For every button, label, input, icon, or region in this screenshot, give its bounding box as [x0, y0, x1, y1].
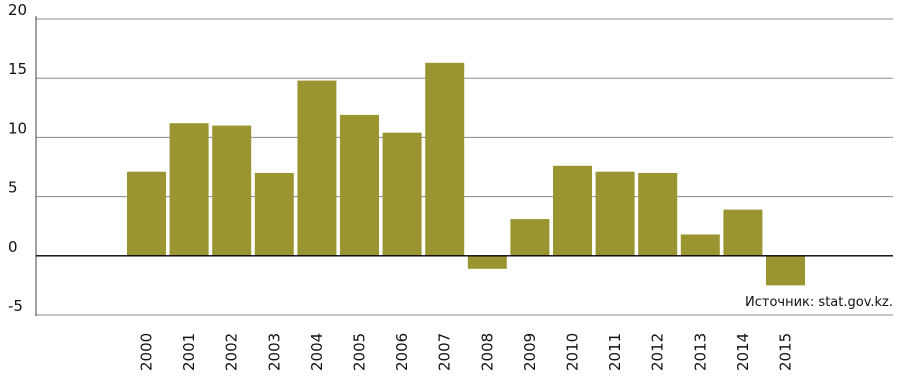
bar-2015	[766, 255, 805, 286]
bar-2011	[595, 171, 635, 256]
bar-2000	[127, 171, 166, 256]
x-tick-label: 2002	[223, 333, 241, 371]
x-tick-label: 2004	[308, 333, 326, 371]
bar-2014	[723, 209, 763, 256]
x-tick-label: 2005	[351, 333, 369, 371]
bar-2008	[467, 255, 507, 269]
source-note: Источник: stat.gov.kz.	[745, 295, 893, 310]
bar-2003	[254, 172, 294, 256]
x-tick-label: 2006	[393, 333, 411, 371]
x-tick-label: 2000	[138, 333, 156, 371]
x-tick-label: 2011	[606, 333, 624, 371]
y-tick-label: 15	[8, 60, 27, 78]
y-tick-label: -5	[8, 297, 23, 315]
x-tick-label: 2008	[478, 333, 496, 371]
gridlines	[36, 18, 893, 316]
x-tick-label: 2003	[265, 333, 283, 371]
bar-2005	[340, 114, 379, 256]
bar-2009	[510, 219, 550, 256]
bar-2004	[297, 80, 337, 256]
x-tick-label: 2015	[777, 333, 795, 371]
x-tick-label: 2007	[436, 333, 454, 371]
x-tick-label: 2014	[734, 333, 752, 371]
bars	[127, 62, 805, 286]
x-tick-label: 2001	[180, 333, 198, 371]
y-tick-labels: 20 15 10 5 0 -5	[8, 1, 27, 315]
bar-2001	[169, 123, 209, 256]
y-tick-label: 5	[8, 179, 18, 197]
bar-2013	[680, 234, 720, 256]
x-tick-label: 2010	[564, 333, 582, 371]
bar-2002	[212, 125, 252, 256]
x-tick-label: 2009	[521, 333, 539, 371]
y-tick-label: 20	[8, 1, 27, 19]
x-tick-label: 2013	[691, 333, 709, 371]
x-tick-labels: 2000 2001 2002 2003 2004 2005 2006 2007 2008 2009…	[138, 333, 795, 371]
bar-2006	[382, 132, 422, 256]
bar-2012	[638, 172, 678, 256]
x-tick-label: 2012	[649, 333, 667, 371]
y-tick-label: 0	[8, 238, 18, 256]
bar-2010	[553, 165, 592, 256]
y-tick-label: 10	[8, 119, 27, 137]
bar-2007	[425, 62, 465, 256]
